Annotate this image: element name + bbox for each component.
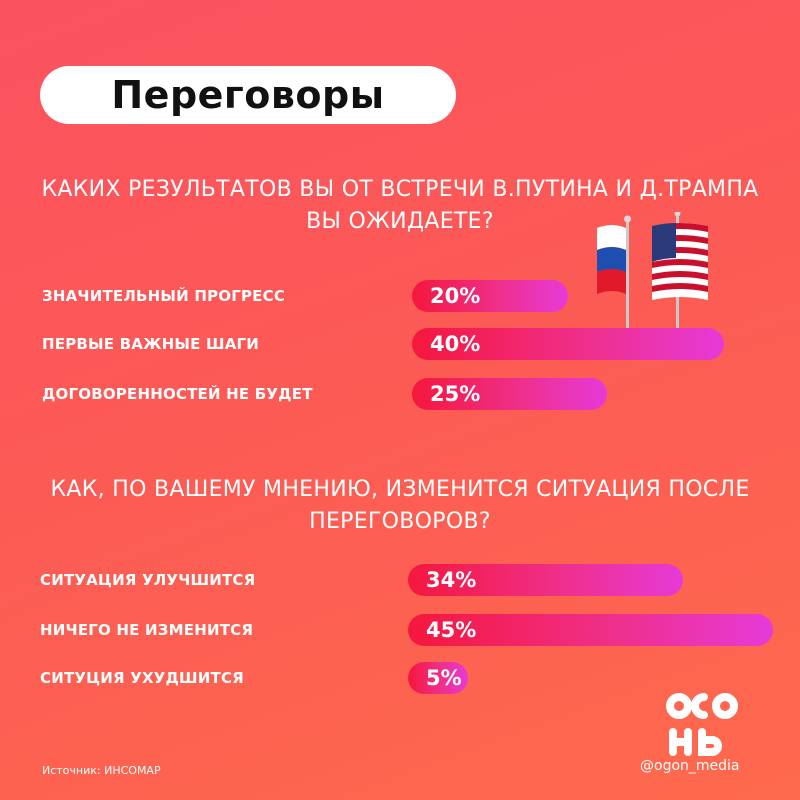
title-pill: Переговоры [40, 66, 456, 124]
question-2: КАК, ПО ВАШЕМУ МНЕНИЮ, ИЗМЕНИТСЯ СИТУАЦИ… [50, 477, 750, 534]
usa-flag-icon [652, 212, 708, 340]
social-handle: @ogon_media [640, 758, 740, 774]
bar [412, 378, 607, 410]
bar-value-label: 40% [430, 332, 481, 356]
bar [408, 564, 684, 596]
bar-category-label: ПЕРВЫЕ ВАЖНЫЕ ШАГИ [42, 335, 260, 353]
bar [408, 614, 773, 646]
bar-value-label: 45% [426, 618, 477, 642]
bar [412, 280, 568, 312]
page-title: Переговоры [111, 73, 385, 117]
bar-category-label: ЗНАЧИТЕЛЬНЫЙ ПРОГРЕСС [42, 287, 286, 305]
bar [408, 662, 468, 694]
ogon-logo [666, 693, 738, 756]
bar-value-label: 5% [426, 666, 462, 690]
bar-value-label: 34% [426, 568, 477, 592]
source-label: Источник: ИНСОМАР [42, 764, 161, 777]
question-1: КАКИХ РЕЗУЛЬТАТОВ ВЫ ОТ ВСТРЕЧИ В.ПУТИНА… [41, 177, 759, 234]
flags-illustration [597, 212, 708, 343]
bar-category-label: СИТУАЦИЯ УЛУЧШИТСЯ [40, 571, 256, 589]
bar [412, 328, 724, 360]
bar-category-label: ДОГОВОРЕННОСТЕЙ НЕ БУДЕТ [42, 385, 313, 403]
bar-category-label: НИЧЕГО НЕ ИЗМЕНИТСЯ [40, 621, 254, 639]
bar-category-label: СИТУЦИЯ УХУДШИТСЯ [40, 669, 244, 687]
bar-value-label: 20% [430, 284, 481, 308]
russia-flag-icon [597, 215, 641, 343]
bar-value-label: 25% [430, 382, 481, 406]
